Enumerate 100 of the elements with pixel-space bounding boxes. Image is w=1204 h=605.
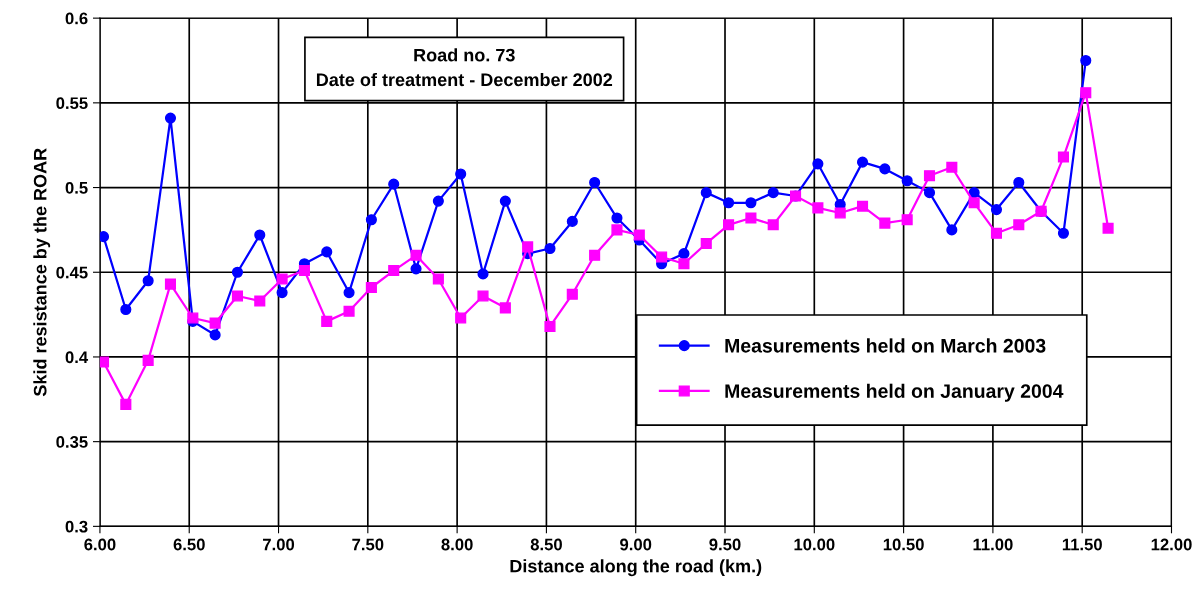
point [812,158,824,170]
point [745,212,757,224]
point [365,214,377,226]
point [879,163,891,175]
point [388,178,400,190]
point [432,273,444,285]
point [1080,87,1092,99]
point [611,224,623,236]
point [767,219,779,231]
point [254,295,266,307]
point [990,204,1003,216]
point [834,207,846,219]
point [164,278,177,290]
point [923,170,936,182]
point [120,398,132,410]
point [254,229,266,241]
point [477,268,489,280]
point [678,248,690,260]
point [812,202,824,214]
point [321,315,333,327]
x-tick-label: 11.00 [973,538,1013,551]
point [455,312,467,324]
point [990,227,1003,239]
text: Road no. 73 [414,48,515,62]
point [1080,54,1092,67]
point [142,354,154,366]
point [455,168,467,180]
point [856,200,869,212]
x-tick-label: 10.00 [794,538,835,551]
point [432,195,444,207]
point [946,161,958,173]
x-tick-label: 6.50 [173,538,205,551]
point [321,246,333,258]
point [298,264,310,277]
point [231,290,244,302]
point [231,266,244,278]
x-tick-label: 8.00 [441,538,473,551]
y-tick-label: 0.3 [65,520,88,533]
point [1057,151,1069,163]
point [723,219,735,231]
point [566,288,578,300]
point [968,187,980,199]
x-tick-label: 7.00 [263,538,295,551]
x-axis-title: Distance along the road (km.) [510,559,762,577]
point [209,317,221,329]
point [1013,219,1025,231]
point [923,187,936,199]
y-axis-title: Skid resistance by the ROAR [33,148,51,397]
y-tick-label: 0.35 [56,436,88,448]
point [99,231,110,243]
point [365,281,377,294]
point [410,249,422,261]
point [477,290,489,302]
y-tick-label: 0.4 [65,351,89,364]
point [343,305,355,317]
point [700,187,712,199]
point [745,197,757,209]
point [767,187,779,199]
point [388,264,400,277]
point [499,195,511,207]
y-tick-label: 0.6 [65,12,88,25]
point [1102,222,1114,234]
x-tick-label: 9.50 [709,538,741,551]
legend-label: Measurements held on March 2003 [725,338,1046,353]
point [1013,176,1025,189]
point [700,237,712,250]
x-tick-label: 6.00 [84,538,116,551]
x-tick-label: 9.00 [620,538,652,551]
x-tick-label: 10.50 [883,538,924,551]
point [276,287,288,299]
text: Date of treatment - December 2002 [316,72,613,87]
point [142,275,154,287]
x-tick-label: 12.00 [1151,538,1192,551]
point [99,356,110,368]
point [522,241,534,253]
point [544,320,556,333]
point [209,329,221,341]
point [343,287,355,299]
point [723,197,735,209]
point [678,258,690,270]
legend-label: Measurements held on January 2004 [725,383,1064,402]
point [946,224,958,236]
y-tick-label: 0.5 [65,181,88,194]
point [633,229,645,241]
point [544,242,556,255]
point [1057,227,1069,239]
point [856,156,869,168]
point [968,197,980,209]
y-tick-label: 0.45 [56,266,88,279]
x-tick-label: 8.50 [530,538,562,551]
point [879,217,891,229]
point [589,176,601,189]
point [410,263,422,275]
point [120,303,132,316]
point [276,273,288,285]
point [611,212,623,224]
x-tick-label: 11.50 [1062,538,1102,551]
point [901,175,913,187]
point [656,251,668,263]
point [589,249,601,261]
